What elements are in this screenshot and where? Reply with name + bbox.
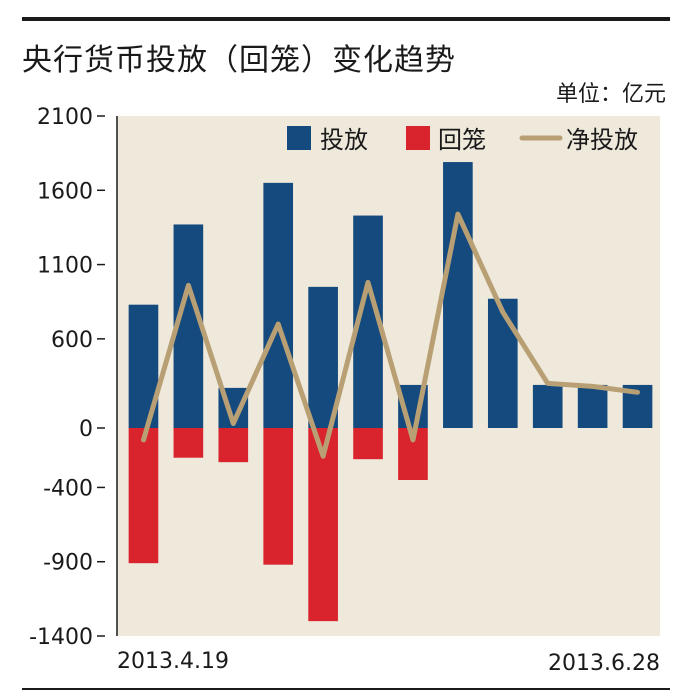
plot-background [117, 116, 660, 636]
legend-withdrawal-swatch [406, 126, 430, 150]
withdrawal-bar [263, 428, 294, 565]
x-end-label: 2013.6.28 [548, 651, 660, 676]
injection-bar [577, 384, 608, 428]
net-injection-line [141, 211, 640, 459]
y-tick-label: -400 [43, 476, 93, 501]
unit-label: 单位：亿元 [555, 82, 666, 107]
y-tick-label: -1400 [29, 625, 93, 650]
top-rule [22, 17, 670, 21]
legend-net-label: 净投放 [566, 126, 638, 154]
injection-bar [532, 384, 563, 428]
legend: 投放 回笼 净投放 [287, 126, 638, 154]
y-axis: 2100 1600 1100 600 0 -400 -900 -1400 [29, 105, 118, 650]
y-tick-label: 0 [79, 417, 93, 442]
net-line-layer [141, 211, 640, 459]
withdrawal-bar [218, 428, 249, 463]
withdrawal-bar [353, 428, 383, 460]
injection-bar [443, 162, 473, 429]
bottom-rule [22, 688, 670, 690]
y-tick-label: -900 [43, 551, 93, 576]
injection-bar [308, 286, 338, 428]
legend-injection-swatch [287, 126, 311, 150]
y-tick-label: 1600 [37, 179, 93, 204]
y-tick-label: 1100 [37, 254, 93, 279]
withdrawal-bar [308, 428, 338, 622]
injection-bar [263, 182, 294, 428]
legend-injection-label: 投放 [320, 126, 368, 154]
x-start-label: 2013.4.19 [117, 649, 229, 674]
chart-title: 央行货币投放（回笼）变化趋势 [22, 43, 456, 78]
y-tick-label: 2100 [37, 105, 93, 130]
injection-bar [487, 298, 518, 428]
withdrawal-bar [128, 428, 159, 564]
y-tick-label: 600 [51, 328, 93, 353]
legend-withdrawal-label: 回笼 [438, 126, 486, 154]
withdrawal-bar [173, 428, 204, 458]
